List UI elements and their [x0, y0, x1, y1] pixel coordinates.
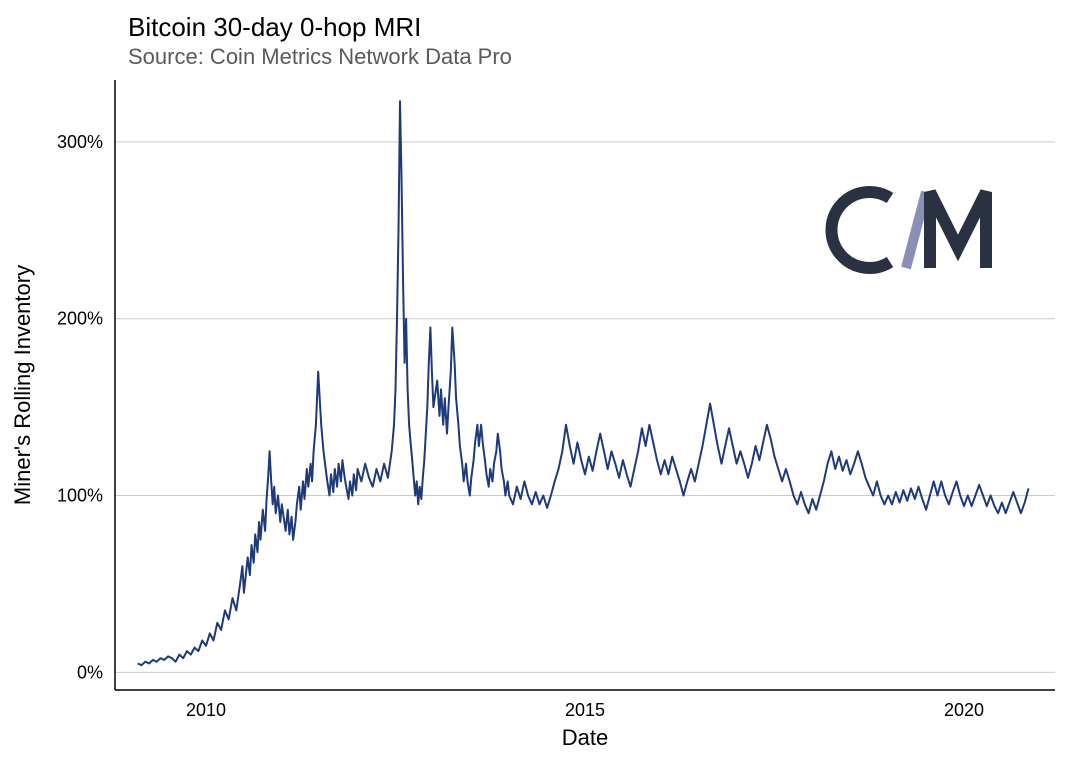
y-tick-label: 200% [57, 309, 103, 329]
y-tick-label: 0% [77, 662, 103, 682]
chart-container: Bitcoin 30-day 0-hop MRI Source: Coin Me… [0, 0, 1080, 771]
chart-title: Bitcoin 30-day 0-hop MRI [128, 12, 421, 42]
chart-svg: Bitcoin 30-day 0-hop MRI Source: Coin Me… [0, 0, 1080, 771]
y-tick-labels: 0% 100% 200% 300% [57, 132, 103, 682]
x-tick-label: 2010 [186, 700, 226, 720]
x-tick-labels: 2010 2015 2020 [186, 700, 984, 720]
y-tick-label: 300% [57, 132, 103, 152]
x-tick-label: 2015 [565, 700, 605, 720]
y-tick-label: 100% [57, 486, 103, 506]
x-axis-label: Date [562, 725, 608, 750]
mri-line-series [138, 101, 1029, 665]
cm-logo [832, 192, 986, 268]
chart-subtitle: Source: Coin Metrics Network Data Pro [128, 44, 512, 69]
x-tick-label: 2020 [944, 700, 984, 720]
y-axis-label: Miner's Rolling Inventory [10, 265, 35, 505]
